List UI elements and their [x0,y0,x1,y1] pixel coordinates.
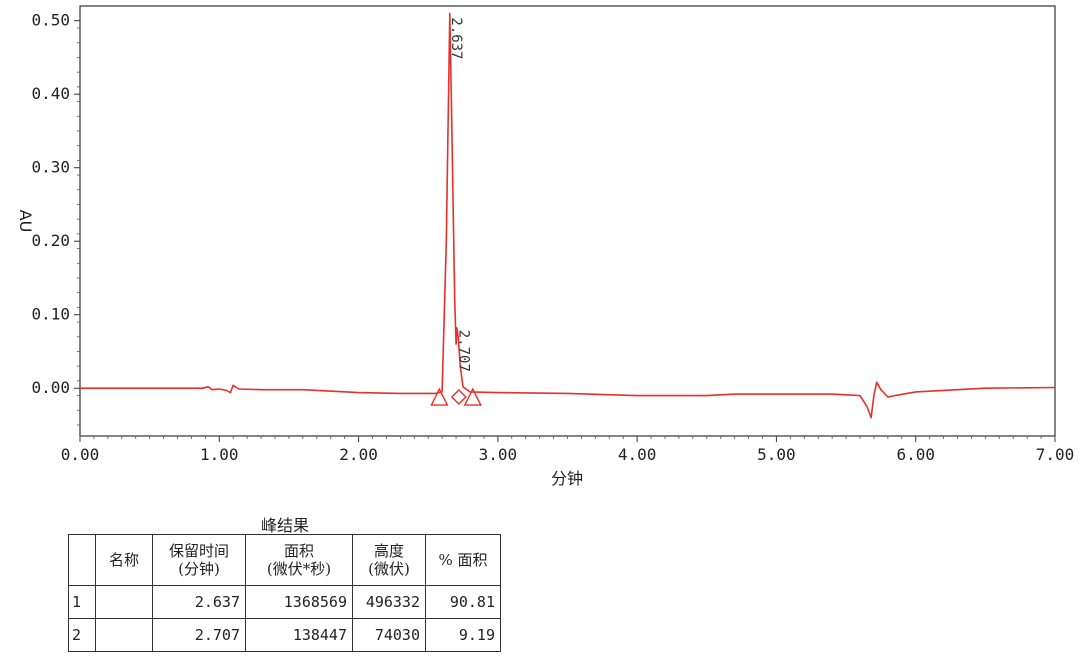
header-text: 保留时间 [168,542,229,560]
table-header-row: 名称 保留时间 (分钟) 面积 (微伏*秒) 高度 (微伏)% 面积 [68,534,501,586]
x-tick-label: 5.00 [757,445,796,464]
chromatogram-chart: 0.00 1.00 2.00 3.00 4.00 5.00 6.00 7.00 0.00 0.1… [16,5,1075,488]
cell-pct: 90.81 [425,585,501,619]
series-layer [80,12,1056,419]
peak-results-table: 名称 保留时间 (分钟) 面积 (微伏*秒) 高度 (微伏)% 面积 1 2.637 13685… [68,534,501,652]
table-body: 1 2.637 1368569 496332 90.81 2 2.707 138447 7403… [68,585,501,652]
peak-label-2: 2.707 [455,330,471,372]
y-tick-label: 0.50 [31,11,70,30]
header-name: 名称 [95,534,153,586]
cell-name [95,585,153,619]
chromatogram-trace [80,12,1056,419]
cell-height: 74030 [352,618,426,652]
cell-height: 496332 [352,585,426,619]
header-area: 面积 (微伏*秒) [245,534,353,586]
x-tick-label: 0.00 [61,445,100,464]
cell-rt: 2.707 [152,618,246,652]
y-tick-label: 0.10 [31,305,70,324]
table-row: 1 2.637 1368569 496332 90.81 [68,585,501,619]
x-tick-label: 1.00 [200,445,239,464]
baseline-markers [430,387,482,406]
header-idx [68,534,96,586]
peak-label-1: 2.637 [448,17,464,59]
header-rt: 保留时间 (分钟) [152,534,246,586]
header-text: 名称 [108,551,139,569]
table-caption: 峰结果 [260,516,309,535]
x-tick-label: 3.00 [479,445,518,464]
plot-frame [79,5,1056,437]
y-tick-label: 0.30 [31,158,70,177]
baseline-triangle-marker [463,387,482,406]
cell-pct: 9.19 [425,618,501,652]
header-text: (微伏) [368,560,410,578]
baseline-triangle-marker [430,387,449,406]
cell-rt: 2.637 [152,585,246,619]
header-text: 高度 [373,542,404,560]
cell-idx: 2 [68,618,96,652]
table-row: 2 2.707 138447 74030 9.19 [68,618,501,652]
x-tick-label: 6.00 [896,445,935,464]
x-tick-label: 2.00 [339,445,378,464]
y-tick-label: 0.40 [31,84,70,103]
header-text: (微伏*秒) [266,560,332,578]
header-pct: % 面积 [425,534,501,586]
y-tick-label: 0.00 [31,378,70,397]
y-tick-label: 0.20 [31,231,70,250]
baseline-diamond-marker [450,389,467,406]
y-axis: 0.00 0.10 0.20 0.30 0.40 0.50 [31,11,80,426]
header-height: 高度 (微伏) [352,534,426,586]
cell-name [95,618,153,652]
y-axis-title: AU [16,210,35,233]
x-tick-label: 4.00 [618,445,657,464]
peak-labels: 2.637 2.707 [448,17,472,372]
header-text: % 面积 [438,551,488,569]
cell-area: 138447 [245,618,353,652]
x-tick-label: 7.00 [1036,445,1075,464]
header-text: (分钟) [178,560,220,578]
cell-idx: 1 [68,585,96,619]
cell-area: 1368569 [245,585,353,619]
header-text: 面积 [283,542,314,560]
x-axis-title: 分钟 [551,469,583,488]
x-axis: 0.00 1.00 2.00 3.00 4.00 5.00 6.00 7.00 [61,436,1075,464]
